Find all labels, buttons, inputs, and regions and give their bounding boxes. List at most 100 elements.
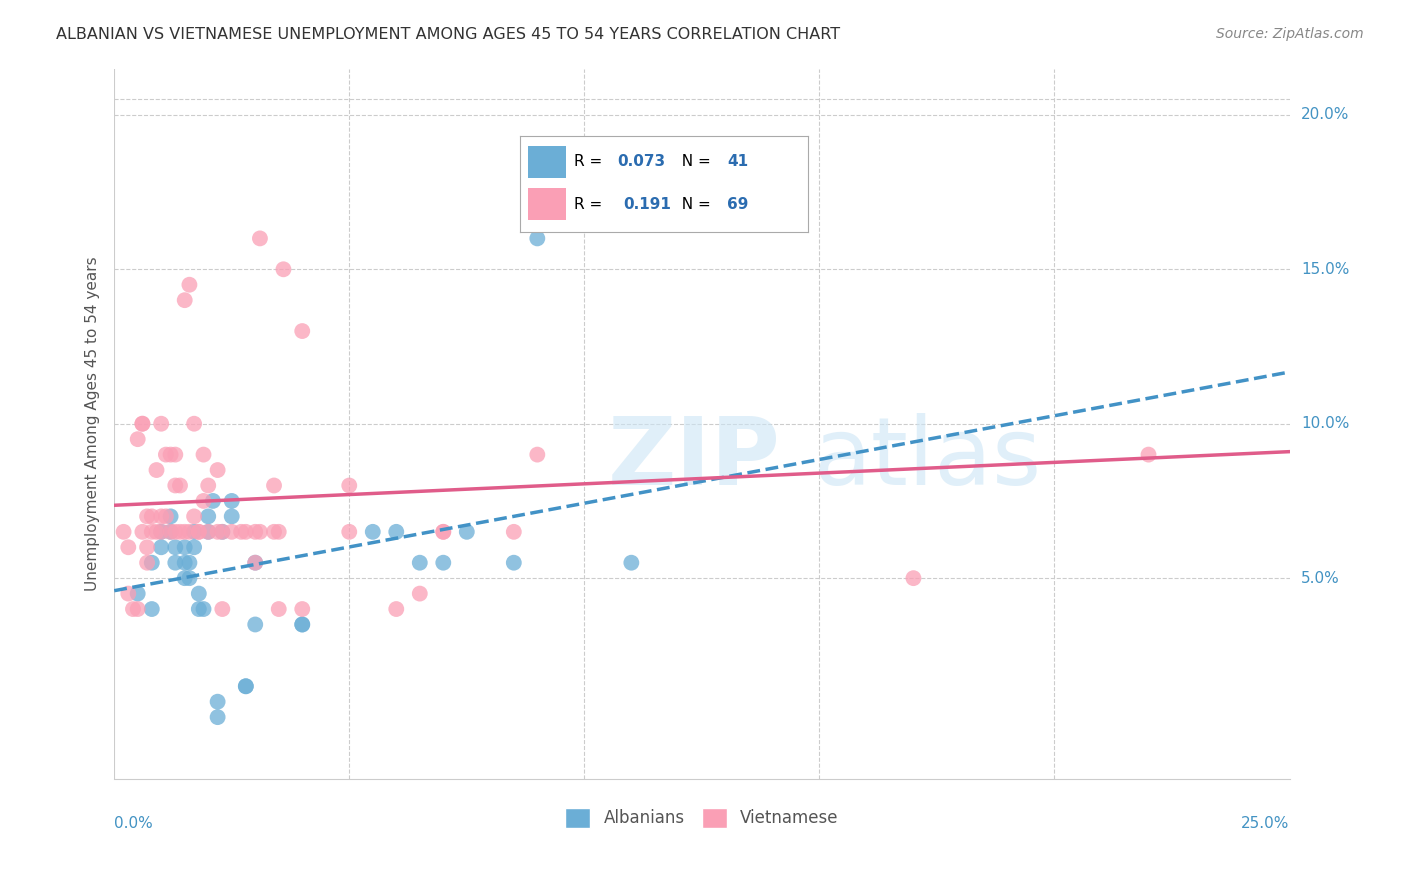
- Point: [187, 586, 209, 600]
- Point: [273, 262, 295, 277]
- Point: [337, 524, 360, 539]
- Point: [179, 556, 201, 570]
- Point: [179, 524, 201, 539]
- Point: [291, 617, 314, 632]
- Point: [432, 556, 454, 570]
- Point: [173, 293, 195, 308]
- Point: [183, 541, 205, 555]
- Point: [145, 524, 167, 539]
- Point: [245, 524, 267, 539]
- Point: [145, 463, 167, 477]
- Point: [131, 417, 153, 431]
- Point: [432, 524, 454, 539]
- Point: [201, 494, 224, 508]
- Point: [150, 509, 173, 524]
- Point: [221, 494, 243, 508]
- Point: [620, 556, 643, 570]
- Point: [211, 602, 233, 616]
- Point: [291, 324, 314, 338]
- Point: [136, 509, 159, 524]
- Point: [197, 524, 219, 539]
- Point: [207, 710, 229, 724]
- Point: [197, 478, 219, 492]
- Point: [193, 494, 215, 508]
- Point: [432, 524, 454, 539]
- Point: [207, 463, 229, 477]
- Point: [173, 556, 195, 570]
- Point: [245, 556, 267, 570]
- Point: [385, 524, 408, 539]
- Point: [291, 602, 314, 616]
- Point: [136, 541, 159, 555]
- Point: [141, 524, 163, 539]
- Point: [229, 524, 252, 539]
- Point: [127, 602, 149, 616]
- Point: [112, 524, 135, 539]
- Point: [183, 509, 205, 524]
- Text: 10.0%: 10.0%: [1302, 417, 1350, 431]
- Text: 20.0%: 20.0%: [1302, 107, 1350, 122]
- Text: ALBANIAN VS VIETNAMESE UNEMPLOYMENT AMONG AGES 45 TO 54 YEARS CORRELATION CHART: ALBANIAN VS VIETNAMESE UNEMPLOYMENT AMON…: [56, 27, 841, 42]
- Point: [245, 617, 267, 632]
- Point: [173, 541, 195, 555]
- Point: [141, 509, 163, 524]
- Point: [409, 586, 432, 600]
- Point: [165, 448, 187, 462]
- Point: [159, 524, 181, 539]
- Point: [136, 556, 159, 570]
- Point: [173, 571, 195, 585]
- Point: [409, 556, 432, 570]
- Point: [211, 524, 233, 539]
- Point: [169, 478, 191, 492]
- Point: [131, 524, 153, 539]
- Point: [385, 602, 408, 616]
- Point: [131, 417, 153, 431]
- Point: [263, 478, 285, 492]
- Point: [150, 524, 173, 539]
- Point: [1137, 448, 1160, 462]
- Point: [456, 524, 478, 539]
- Point: [267, 602, 290, 616]
- Point: [197, 509, 219, 524]
- Text: ZIP: ZIP: [607, 413, 780, 505]
- Point: [165, 524, 187, 539]
- Point: [173, 524, 195, 539]
- Point: [159, 509, 181, 524]
- Point: [169, 524, 191, 539]
- Point: [291, 617, 314, 632]
- Point: [150, 417, 173, 431]
- Point: [122, 602, 145, 616]
- Point: [337, 478, 360, 492]
- Point: [245, 556, 267, 570]
- Point: [165, 556, 187, 570]
- Point: [117, 541, 139, 555]
- Point: [179, 277, 201, 292]
- Point: [361, 524, 384, 539]
- Text: 5.0%: 5.0%: [1302, 571, 1340, 586]
- Point: [159, 448, 181, 462]
- Point: [150, 541, 173, 555]
- Point: [179, 571, 201, 585]
- Point: [249, 524, 271, 539]
- Point: [903, 571, 925, 585]
- Text: 15.0%: 15.0%: [1302, 261, 1350, 277]
- Point: [249, 231, 271, 245]
- Point: [155, 509, 177, 524]
- Point: [211, 524, 233, 539]
- Point: [193, 448, 215, 462]
- Text: 0.0%: 0.0%: [114, 816, 153, 831]
- Point: [221, 509, 243, 524]
- Point: [187, 524, 209, 539]
- Point: [159, 524, 181, 539]
- Point: [526, 448, 548, 462]
- Text: Source: ZipAtlas.com: Source: ZipAtlas.com: [1216, 27, 1364, 41]
- Point: [183, 417, 205, 431]
- Point: [197, 524, 219, 539]
- Point: [267, 524, 290, 539]
- Point: [263, 524, 285, 539]
- Point: [666, 216, 689, 230]
- Point: [502, 524, 524, 539]
- Point: [207, 524, 229, 539]
- Point: [165, 478, 187, 492]
- Text: atlas: atlas: [814, 413, 1042, 505]
